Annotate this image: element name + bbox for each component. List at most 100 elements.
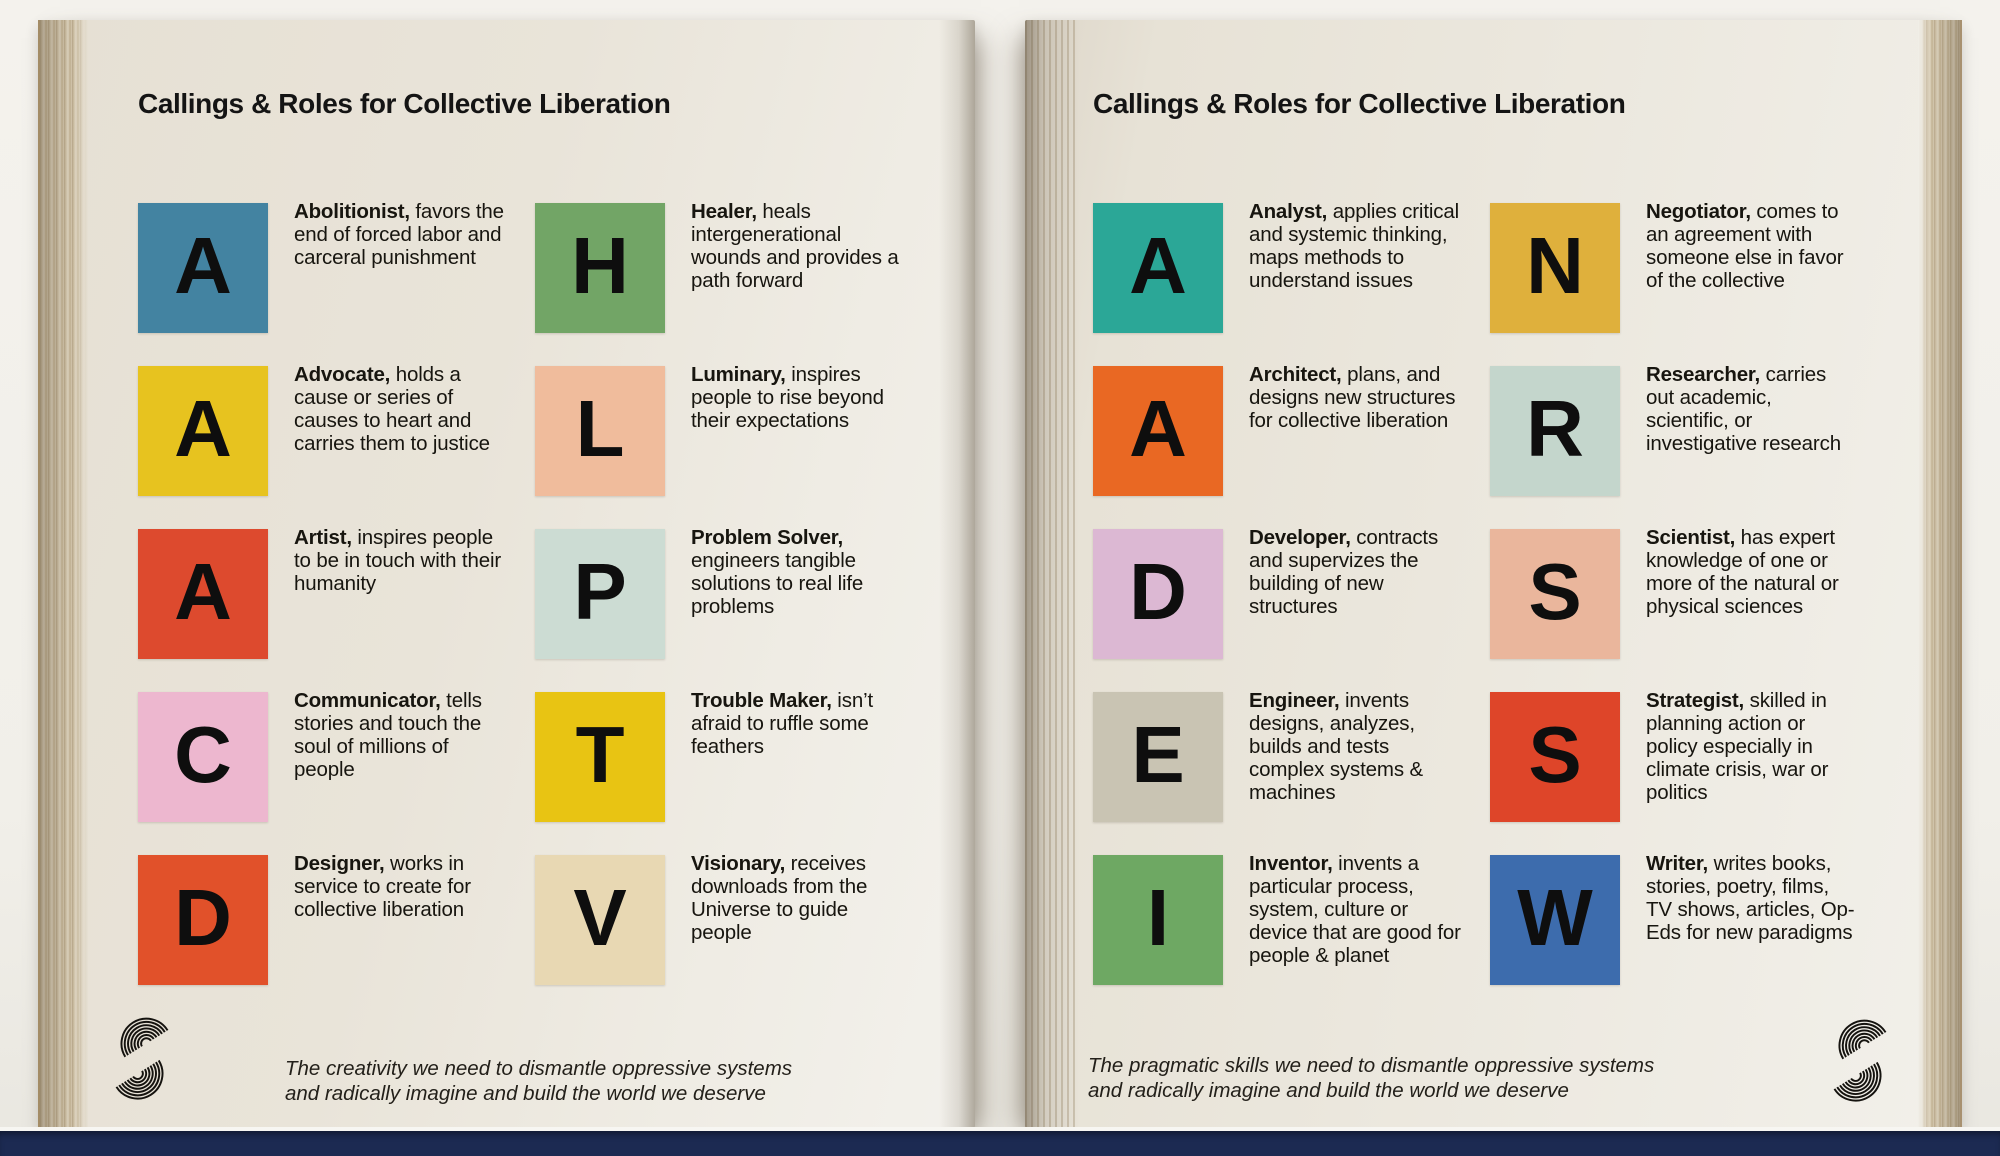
role-letter: I [1146,873,1170,962]
role-description: Strategist, skilled in planning action o… [1646,689,1829,804]
role-item: W Writer, writes books, stories, poetry, … [1490,852,1887,1018]
role-letter-tile: C [138,692,268,822]
role-letter-tile: A [1093,203,1223,333]
role-name: Advocate, [294,363,391,386]
role-item: A Architect, plans, and designs new struc… [1093,363,1490,529]
role-letter-tile: V [535,855,665,985]
role-item: A Abolitionist, favors the end of forced … [138,200,535,366]
role-name: Visionary, [691,852,786,875]
role-letter: S [1528,547,1582,636]
role-item: P Problem Solver, engineers tangible solu… [535,526,932,692]
page-curl-shadow [939,20,975,1128]
role-description: Architect, plans, and designs new struct… [1249,363,1456,432]
role-letter-tile: R [1490,366,1620,496]
role-letter: C [174,710,232,799]
role-name: Inventor, [1249,852,1333,875]
role-name: Artist, [294,526,352,549]
role-name: Problem Solver, [691,526,843,549]
role-letter: S [1528,710,1582,799]
role-item: S Strategist, skilled in planning action … [1490,689,1887,855]
role-letter: L [575,384,625,473]
role-name: Designer, [294,852,385,875]
role-description: Designer, works in service to create for… [294,852,471,921]
role-description: Artist, inspires people to be in touch w… [294,526,502,595]
role-letter: H [571,221,629,310]
role-description: Inventor, invents a particular process, … [1249,852,1461,967]
page-right: Callings & Roles for Collective Liberati… [1025,20,1962,1128]
role-description: Trouble Maker, isn’t afraid to ruffle so… [691,689,874,758]
role-item: E Engineer, invents designs, analyzes, bu… [1093,689,1490,855]
role-item: N Negotiator, comes to an agreement with … [1490,200,1887,366]
role-letter: A [174,547,232,636]
role-letter-tile: A [138,366,268,496]
role-letter: R [1526,384,1584,473]
role-item: D Designer, works in service to create fo… [138,852,535,1018]
role-item: C Communicator, tells stories and touch t… [138,689,535,855]
role-letter-tile: W [1490,855,1620,985]
s-wave-logo-icon [1820,1012,1900,1116]
role-description: Visionary, receives downloads from the U… [691,852,868,944]
role-name: Luminary, [691,363,786,386]
role-letter-tile: S [1490,529,1620,659]
role-name: Healer, [691,200,757,223]
footer-tagline: The pragmatic skills we need to dismantl… [1088,1053,1655,1102]
role-letter: W [1517,873,1593,962]
role-item: A Analyst, applies critical and systemic … [1093,200,1490,366]
role-letter: P [573,547,627,636]
role-name: Trouble Maker, [691,689,832,712]
role-name: Analyst, [1249,200,1328,223]
role-name: Developer, [1249,526,1351,549]
role-item: L Luminary, inspires people to rise beyon… [535,363,932,529]
bottom-navy-bar [0,1131,2000,1156]
role-description: Developer, contracts and supervizes the … [1249,526,1439,618]
table-highlight-strip [0,1127,2000,1131]
role-letter-tile: A [138,203,268,333]
role-letter: T [575,710,625,799]
role-letter: A [1129,221,1187,310]
role-name: Negotiator, [1646,200,1751,223]
role-description: Researcher, carries out academic, scient… [1646,363,1841,455]
role-letter-tile: D [138,855,268,985]
role-letter: D [174,873,232,962]
role-name: Writer, [1646,852,1709,875]
role-description: Luminary, inspires people to rise beyond… [691,363,884,432]
role-letter-tile: N [1490,203,1620,333]
role-name: Researcher, [1646,363,1761,386]
role-description: Healer, heals intergenerational wounds a… [691,200,899,292]
page-stack-edge [1918,20,1962,1128]
role-description: Abolitionist, favors the end of forced l… [294,200,504,269]
role-letter-tile: P [535,529,665,659]
role-letter: V [573,873,627,962]
page-stack-edge [38,20,88,1128]
role-name: Communicator, [294,689,441,712]
role-letter-tile: A [138,529,268,659]
role-letter-tile: L [535,366,665,496]
role-name: Architect, [1249,363,1342,386]
role-name: Strategist, [1646,689,1745,712]
role-letter: N [1526,221,1584,310]
role-letter-tile: T [535,692,665,822]
role-letter-tile: I [1093,855,1223,985]
role-item: V Visionary, receives downloads from the … [535,852,932,1018]
role-letter-tile: H [535,203,665,333]
role-item: A Artist, inspires people to be in touch … [138,526,535,692]
role-description: Engineer, invents designs, analyzes, bui… [1249,689,1424,804]
role-item: D Developer, contracts and supervizes the… [1093,526,1490,692]
role-description: Negotiator, comes to an agreement with s… [1646,200,1844,292]
role-letter: D [1129,547,1187,636]
role-letter-tile: S [1490,692,1620,822]
role-letter-tile: E [1093,692,1223,822]
role-letter: E [1131,710,1185,799]
page-left: Callings & Roles for Collective Liberati… [38,20,975,1128]
page-title: Callings & Roles for Collective Liberati… [138,88,671,119]
role-item: T Trouble Maker, isn’t afraid to ruffle s… [535,689,932,855]
role-description: Communicator, tells stories and touch th… [294,689,482,781]
role-letter: A [1129,384,1187,473]
roles-grid: A Analyst, applies critical and systemic … [1093,200,1887,1018]
role-description: Writer, writes books, stories, poetry, f… [1646,852,1855,944]
s-wave-logo-icon [102,1010,182,1114]
roles-grid: A Abolitionist, favors the end of forced … [138,200,932,1018]
footer-tagline: The creativity we need to dismantle oppr… [285,1056,793,1105]
role-description: Analyst, applies critical and systemic t… [1249,200,1460,292]
